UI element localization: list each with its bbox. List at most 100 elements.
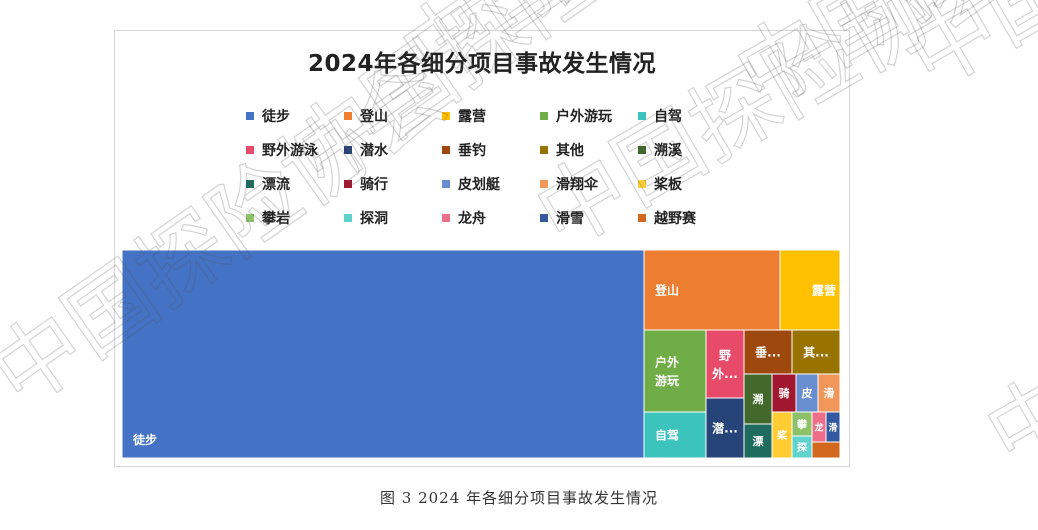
treemap-rect [791, 329, 841, 375]
treemap-tile: 骑 [771, 373, 797, 413]
legend-item: 溯溪 [638, 140, 682, 160]
treemap-label: 攀 [796, 418, 808, 431]
treemap-rect [121, 249, 645, 459]
treemap-rect [705, 397, 745, 459]
chart-title: 2024年各细分项目事故发生情况 [307, 51, 656, 77]
legend-swatch [540, 112, 548, 120]
treemap-rect [643, 329, 707, 413]
legend-item: 户外游玩 [540, 106, 612, 126]
legend-item: 自驾 [638, 106, 682, 126]
legend-label: 桨板 [654, 177, 682, 193]
legend-swatch [638, 180, 646, 188]
legend-item: 探洞 [344, 208, 388, 228]
legend-item: 龙舟 [442, 208, 486, 228]
treemap-label: 户外游玩 [655, 354, 679, 388]
legend-item: 徒步 [246, 106, 290, 126]
treemap-tile: 自驾 [643, 411, 707, 459]
legend-label: 探洞 [360, 211, 388, 227]
treemap-label: 自驾 [655, 428, 679, 443]
legend-swatch [540, 180, 548, 188]
legend-swatch [540, 146, 548, 154]
legend-item: 骑行 [344, 174, 388, 194]
treemap-label: 龙 [813, 421, 823, 433]
legend-item: 皮划艇 [442, 174, 500, 194]
treemap-tile: 探 [791, 435, 813, 459]
treemap-tile: 滑 [817, 373, 841, 413]
treemap-rect [705, 329, 745, 399]
legend-label: 漂流 [262, 177, 290, 193]
legend-label: 滑雪 [556, 211, 584, 227]
legend-swatch [638, 112, 646, 120]
legend-label: 自驾 [654, 109, 682, 125]
legend-swatch [442, 112, 450, 120]
legend-item: 越野赛 [638, 208, 696, 228]
treemap-tile: 户外游玩 [643, 329, 707, 413]
treemap-label: 皮 [801, 386, 813, 400]
legend-swatch [246, 180, 254, 188]
treemap-label: 潜... [712, 421, 738, 436]
legend-label: 潜水 [360, 143, 388, 159]
treemap-tile: 攀 [791, 411, 813, 437]
legend-label: 滑翔伞 [556, 177, 598, 193]
legend-swatch [344, 214, 352, 222]
treemap-label: 骑 [779, 386, 790, 400]
legend-swatch [638, 146, 646, 154]
legend-label: 骑行 [360, 177, 388, 193]
treemap-label: 溯 [753, 392, 764, 406]
treemap-rect [771, 373, 797, 413]
legend-swatch [540, 214, 548, 222]
legend-swatch [442, 146, 450, 154]
treemap-tile: 垂... [743, 329, 793, 375]
treemap-tile: 潜... [705, 397, 745, 459]
legend-swatch [246, 214, 254, 222]
treemap-tile [811, 441, 841, 459]
legend-swatch [344, 112, 352, 120]
treemap-tile: 其... [791, 329, 841, 375]
legend-label: 其他 [556, 143, 584, 159]
treemap-label: 滑 [824, 386, 835, 400]
treemap-label: 滑 [828, 421, 837, 433]
legend-swatch [442, 180, 450, 188]
treemap-label: 探 [797, 441, 807, 454]
treemap-label: 其... [803, 345, 829, 360]
legend-swatch [246, 112, 254, 120]
treemap-tile: 溯 [743, 373, 773, 425]
treemap-label: 野外... [712, 348, 738, 381]
legend-label: 登山 [360, 109, 388, 125]
treemap-tile: 露营 [779, 249, 841, 331]
treemap-tile: 漂 [743, 423, 773, 459]
treemap-label: 垂... [755, 345, 781, 360]
treemap-tile: 野外... [705, 329, 745, 399]
treemap-rect [643, 249, 781, 331]
treemap-tile: 登山 [643, 249, 781, 331]
treemap-tile: 龙 [811, 411, 827, 443]
treemap-rect [743, 423, 773, 459]
legend-label: 攀岩 [262, 211, 290, 227]
legend-swatch [344, 180, 352, 188]
treemap-tile: 桨 [771, 411, 793, 459]
legend-label: 溯溪 [654, 143, 682, 159]
legend-swatch [442, 214, 450, 222]
treemap-rect [743, 329, 793, 375]
treemap-label: 露营 [812, 283, 836, 298]
legend-item: 登山 [344, 106, 388, 126]
legend-item: 潜水 [344, 140, 388, 160]
legend-label: 户外游玩 [556, 109, 612, 125]
legend-label: 龙舟 [458, 211, 486, 227]
legend-item: 滑雪 [540, 208, 584, 228]
legend-item: 露营 [442, 106, 486, 126]
treemap-tile: 皮 [795, 373, 819, 413]
legend-label: 垂钓 [458, 143, 486, 159]
legend-swatch [344, 146, 352, 154]
legend-label: 野外游泳 [262, 143, 318, 159]
legend-item: 野外游泳 [246, 140, 318, 160]
legend-label: 徒步 [262, 109, 290, 125]
treemap-label: 徒步 [132, 432, 157, 447]
legend-swatch [638, 214, 646, 222]
treemap-tile: 徒步 [121, 249, 645, 459]
treemap-rect [643, 411, 707, 459]
treemap-tile: 滑 [825, 411, 841, 443]
treemap-label: 漂 [753, 434, 764, 448]
legend-swatch [246, 146, 254, 154]
